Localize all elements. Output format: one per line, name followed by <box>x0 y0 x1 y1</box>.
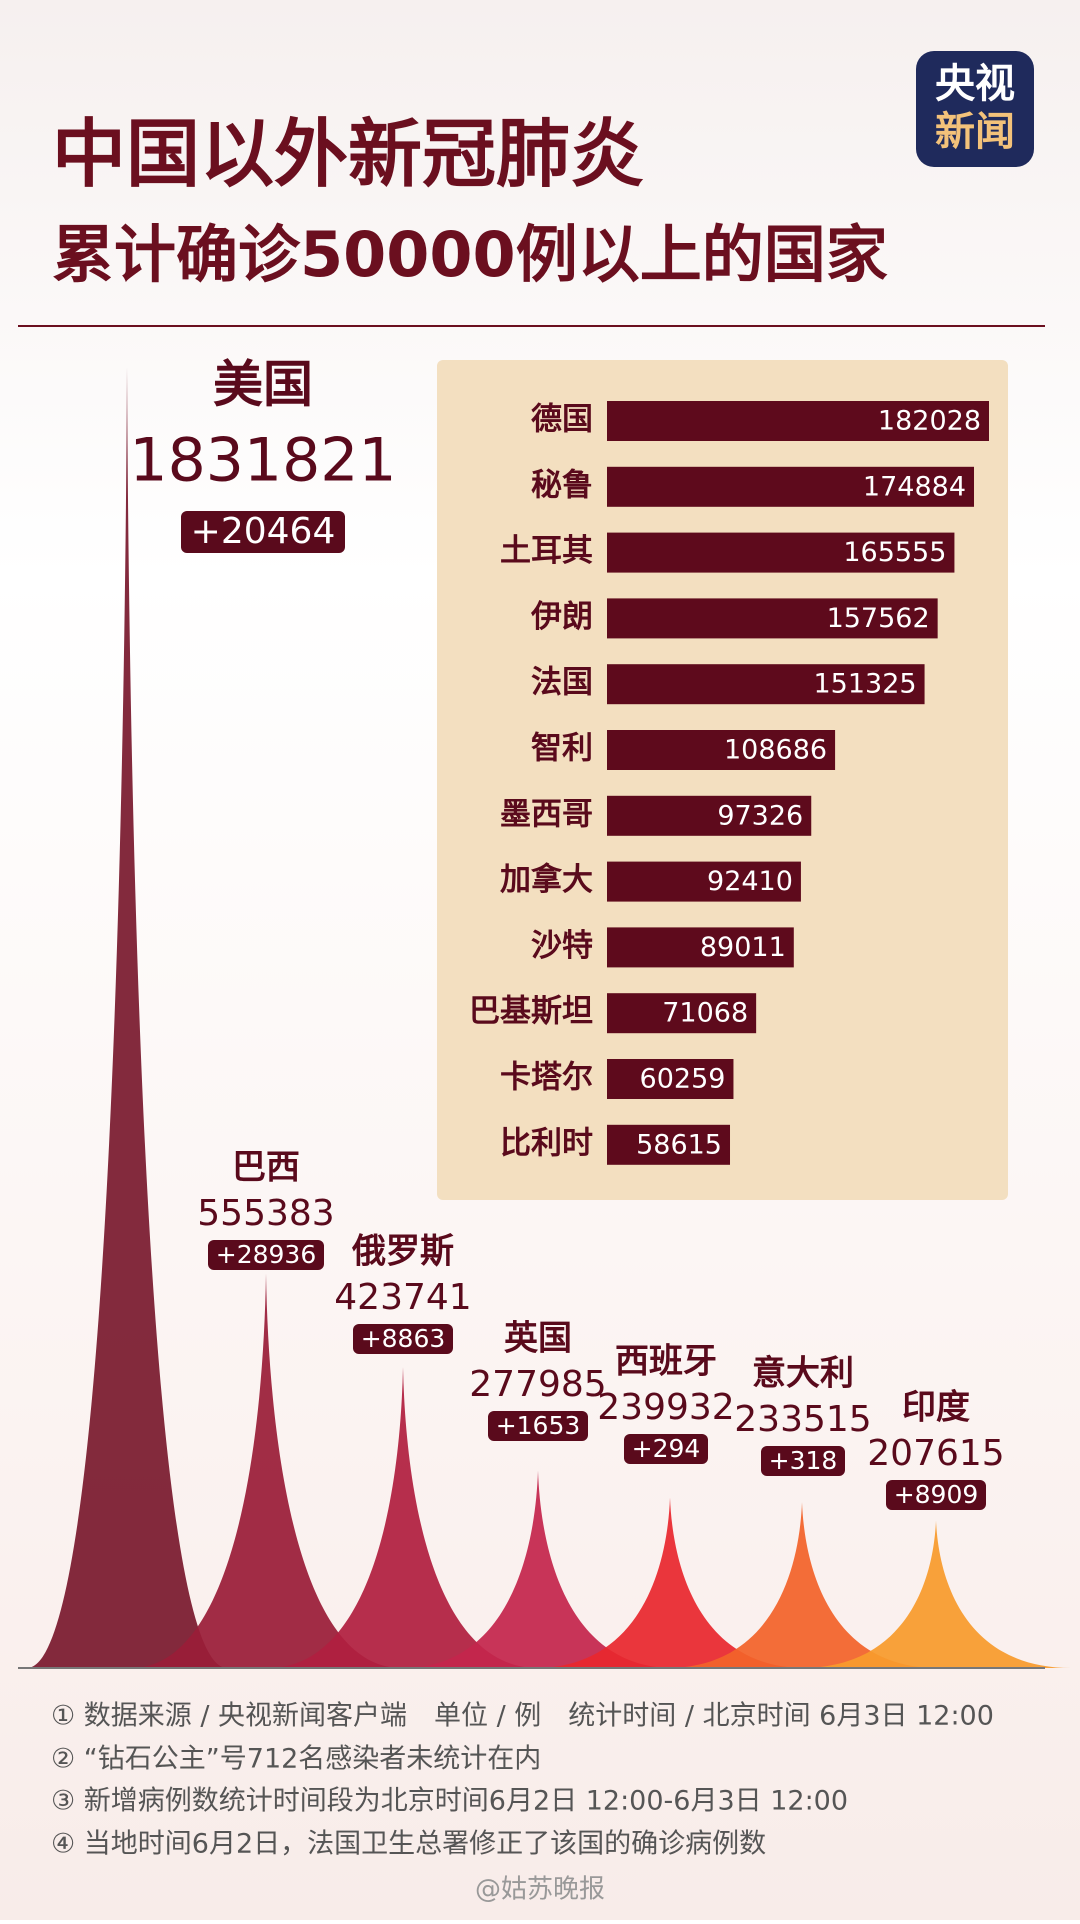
bar-category: 土耳其 <box>500 533 593 569</box>
bar-value: 165555 <box>843 537 946 568</box>
increase-badge <box>181 511 345 553</box>
bar <box>607 1059 734 1099</box>
increase-badge <box>624 1434 708 1464</box>
increase-label: +294 <box>632 1434 701 1463</box>
bar-category: 法国 <box>531 665 593 701</box>
bar-category: 伊朗 <box>530 599 593 635</box>
increase-label: +28936 <box>216 1240 316 1269</box>
bar-category: 巴基斯坦 <box>469 994 593 1030</box>
bar-value: 92410 <box>707 866 793 897</box>
increase-label: +8863 <box>361 1324 446 1353</box>
footnote: ④ 当地时间6月2日，法国卫生总署修正了该国的确诊病例数 <box>51 1829 766 1860</box>
country-label: 西班牙 <box>615 1342 717 1382</box>
bar-value: 60259 <box>640 1064 726 1095</box>
total-label: 423741 <box>334 1277 471 1318</box>
bar-category: 智利 <box>531 731 593 767</box>
title: 中国以外新冠肺炎 <box>52 112 644 198</box>
peak <box>27 367 227 1668</box>
peak <box>535 1497 805 1668</box>
bar <box>607 401 989 441</box>
bar-value: 58615 <box>636 1129 722 1160</box>
footnote: ③ 新增病例数统计时间段为北京时间6月2日 12:00-6月3日 12:00 <box>51 1786 848 1817</box>
watermark: @姑苏晚报 <box>475 1875 605 1905</box>
increase-badge <box>208 1240 324 1270</box>
bar <box>607 598 938 639</box>
bar-category: 比利时 <box>500 1125 593 1161</box>
total-label: 1831821 <box>129 426 396 496</box>
bar-value: 71068 <box>662 998 748 1029</box>
increase-badge <box>761 1446 845 1476</box>
increase-label: +318 <box>769 1446 838 1475</box>
peak <box>268 1367 538 1668</box>
bar-value: 174884 <box>863 471 966 502</box>
bar-category: 卡塔尔 <box>500 1060 593 1096</box>
subtitle: 累计确诊50000例以上的国家 <box>52 218 888 291</box>
bar <box>607 664 925 705</box>
country-label: 意大利 <box>752 1354 854 1394</box>
logo-text: 新闻 <box>935 109 1015 155</box>
country-label: 巴西 <box>232 1148 300 1188</box>
logo <box>916 51 1034 167</box>
bar <box>607 927 794 968</box>
total-label: 233515 <box>734 1399 871 1440</box>
peak <box>801 1520 1071 1668</box>
bar <box>607 730 836 770</box>
increase-badge <box>488 1411 588 1441</box>
logo-text: 央视 <box>935 61 1015 107</box>
bar <box>607 795 812 836</box>
bar-value: 97326 <box>717 800 803 831</box>
bar <box>607 861 801 902</box>
country-label: 印度 <box>902 1388 970 1428</box>
increase-label: +20464 <box>191 511 336 552</box>
bar-value: 157562 <box>827 603 930 634</box>
total-label: 277985 <box>469 1364 606 1405</box>
footnote: ② “钻石公主”号712名感染者未统计在内 <box>51 1744 541 1775</box>
total-label: 239932 <box>597 1387 734 1428</box>
increase-badge <box>353 1324 453 1354</box>
increase-label: +8909 <box>894 1480 979 1509</box>
bar-category: 加拿大 <box>500 862 593 898</box>
peak <box>667 1502 937 1668</box>
country-label: 美国 <box>213 356 313 414</box>
country-label: 俄罗斯 <box>351 1232 454 1272</box>
bar-category: 德国 <box>531 402 593 438</box>
bar-value: 182028 <box>878 406 981 437</box>
bar-category: 秘鲁 <box>531 467 593 503</box>
increase-badge <box>886 1480 986 1510</box>
bar-category: 沙特 <box>531 928 593 964</box>
bar-category: 墨西哥 <box>500 796 593 832</box>
peak <box>403 1470 673 1668</box>
country-label: 英国 <box>504 1319 572 1359</box>
bar-value: 89011 <box>700 932 786 963</box>
bar-value: 108686 <box>724 735 827 766</box>
footnote: ① 数据来源 / 央视新闻客户端 单位 / 例 统计时间 / 北京时间 6月3日… <box>51 1701 994 1732</box>
bar-value: 151325 <box>813 669 916 700</box>
peak <box>131 1273 401 1668</box>
bar <box>607 466 975 507</box>
total-label: 555383 <box>197 1193 334 1234</box>
bar <box>607 993 757 1034</box>
bar <box>607 532 955 573</box>
bar <box>607 1124 731 1165</box>
increase-label: +1653 <box>496 1411 581 1440</box>
total-label: 207615 <box>867 1433 1004 1474</box>
